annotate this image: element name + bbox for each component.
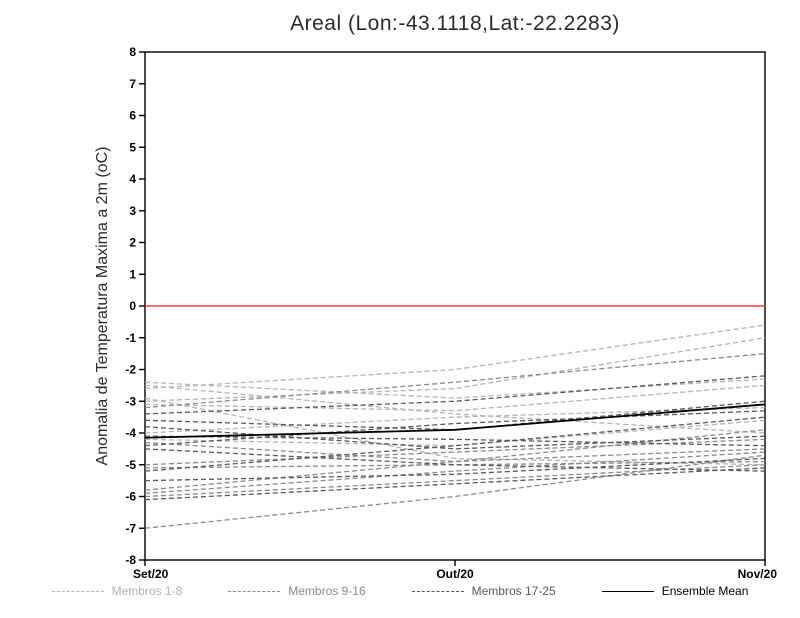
legend-line-sample (411, 590, 464, 592)
y-tick-label: -3 (125, 394, 136, 408)
member-line (144, 384, 766, 412)
y-tick-label: 6 (129, 109, 136, 123)
member-line (144, 410, 766, 447)
member-line (144, 438, 766, 466)
y-tick-label: 4 (129, 172, 136, 186)
y-tick-label: 8 (129, 45, 136, 59)
legend-item: Ensemble Mean (601, 584, 749, 598)
y-tick-label: -7 (125, 521, 136, 535)
y-tick-label: 5 (129, 140, 136, 154)
legend-line-sample (228, 590, 281, 592)
y-tick-label: 1 (129, 267, 136, 281)
y-tick-label: -1 (125, 331, 136, 345)
y-tick-label: 2 (129, 236, 136, 250)
member-line (144, 352, 766, 409)
x-tick-label: Out/20 (436, 567, 474, 581)
y-tick-label: -2 (125, 363, 136, 377)
member-line (144, 460, 766, 469)
y-tick-label: -5 (125, 458, 136, 472)
legend-item: Membros 1-8 (51, 584, 183, 598)
member-line (144, 397, 766, 466)
legend-label: Membros 1-8 (111, 584, 183, 598)
member-line (144, 454, 766, 529)
y-tick-label: 3 (129, 204, 136, 218)
member-line (144, 464, 766, 498)
y-tick-label: -4 (125, 426, 136, 440)
y-tick-label: 7 (129, 77, 136, 91)
legend-item: Membros 9-16 (228, 584, 366, 598)
legend-line-sample (601, 590, 654, 592)
legend: Membros 1-8 Membros 9-16 Membros 17-25 Ense… (0, 584, 800, 598)
member-line (144, 419, 766, 447)
legend-line-sample (51, 590, 104, 592)
x-tick-label: Set/20 (133, 567, 169, 581)
ensemble-mean-line (144, 403, 766, 439)
x-tick-label: Nov/20 (738, 567, 778, 581)
member-line (144, 337, 766, 402)
legend-label: Membros 17-25 (471, 584, 556, 598)
legend-item: Membros 17-25 (411, 584, 556, 598)
y-tick-label: -6 (125, 490, 136, 504)
member-line (144, 435, 766, 447)
member-line (144, 378, 766, 399)
member-line (144, 324, 766, 390)
member-line (144, 429, 766, 491)
chart-title: Areal (Lon:-43.1118,Lat:-22.2283) (290, 12, 620, 35)
legend-label: Membros 9-16 (288, 584, 366, 598)
y-tick-label: -8 (125, 553, 136, 567)
legend-label: Ensemble Mean (661, 584, 749, 598)
member-line (144, 375, 766, 415)
member-line (144, 457, 766, 482)
member-line (144, 467, 766, 501)
y-tick-label: 0 (129, 299, 136, 313)
